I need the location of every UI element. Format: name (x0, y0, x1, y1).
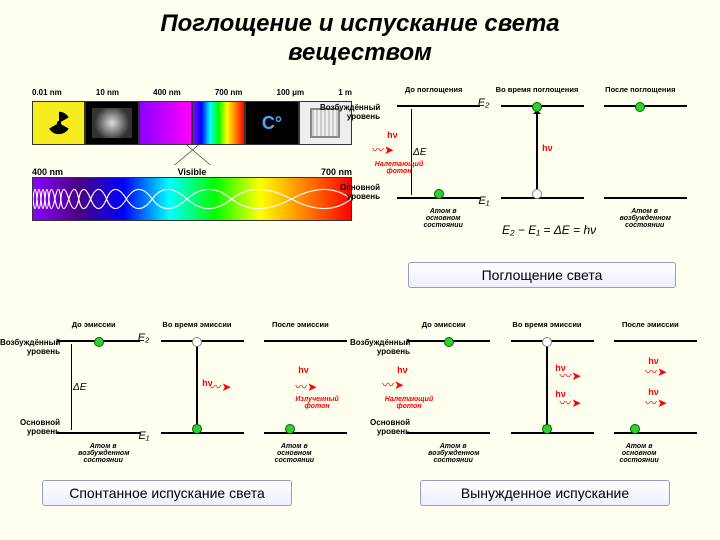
spon-hv2: hν (298, 365, 309, 375)
incoming-label: Налетающий фотон (374, 161, 424, 175)
xray-icon (85, 101, 138, 145)
stim-after: hν hν 〰➤ 〰➤ Атом в основном состоянии (599, 332, 702, 442)
stim-atom-top (542, 337, 552, 347)
vis-left: 400 nm (32, 167, 63, 177)
stim-atom-ex (444, 337, 454, 347)
title-line1: Поглощение и испускание света (0, 10, 720, 39)
stim-col-0: До эмиссии (392, 320, 495, 329)
page-title: Поглощение и испускание света веществом (0, 0, 720, 68)
absorption-box-text: Поглощение света (482, 267, 603, 283)
atom-ground (434, 189, 444, 199)
stim-incoming: Налетающий фотон (384, 396, 434, 410)
absorption-box: Поглощение света (408, 262, 676, 288)
vis-center: Visible (178, 167, 207, 177)
abs-col-2: После поглощения (589, 85, 692, 94)
spon-atom-bot (192, 424, 202, 434)
de: ΔE (413, 147, 426, 158)
stim-out1: 〰➤ (559, 367, 581, 384)
stim-hv-in: hν (397, 365, 408, 375)
spon-atom-ex (94, 337, 104, 347)
visible-band (32, 177, 352, 221)
ruler-0: 0.01 nm (32, 88, 62, 97)
ground-label: Основной уровень (320, 183, 380, 201)
spon-photon-out2: 〰➤ (295, 378, 317, 395)
stim-out3: 〰➤ (645, 363, 667, 380)
spontaneous-diagram: До эмиссии Во время эмиссии После эмисси… (42, 320, 352, 442)
stimulated-box: Вынужденное испускание (420, 480, 670, 506)
spon-g-note: Атом в основном состоянии (269, 443, 319, 464)
hv1: hν (387, 130, 398, 140)
spon-during: hν 〰➤ (145, 332, 248, 442)
spontaneous-box-text: Спонтанное испускание света (69, 485, 265, 501)
zoom-lines (32, 145, 352, 165)
atom-excited (635, 102, 645, 112)
abs-col-1: Во время поглощения (485, 85, 588, 94)
ruler-4: 100 μm (277, 88, 305, 97)
spon-before: E₂ E₁ ΔE Атом в возбужденном состоянии (42, 332, 145, 442)
abs-after: Атом в возбужденном состоянии (589, 97, 692, 207)
stim-during: hν hν 〰➤ 〰➤ (495, 332, 598, 442)
ground-note: Атом в основном состоянии (418, 208, 468, 229)
spectrum-panel: 0.01 nm 10 nm 400 nm 700 nm 100 μm 1 m C… (32, 88, 352, 221)
abs-col-0: До поглощения (382, 85, 485, 94)
stim-g-note: Атом в основном состоянии (614, 443, 664, 464)
atom-mid-top (532, 102, 542, 112)
spon-emitted: Излученный фотон (292, 396, 342, 410)
abs-during: hν (485, 97, 588, 207)
uv-icon (139, 101, 192, 145)
spon-photon-out: 〰➤ (209, 378, 231, 395)
stim-col-2: После эмиссии (599, 320, 702, 329)
spon-ex-note: Атом в возбужденном состоянии (78, 443, 128, 464)
vis-right: 700 nm (321, 167, 352, 177)
absorption-diagram: До поглощения Во время поглощения После … (382, 85, 692, 207)
spon-de: ΔE (73, 382, 86, 393)
stimulated-box-text: Вынужденное испускание (461, 485, 629, 501)
ruler-labels: 0.01 nm 10 nm 400 nm 700 nm 100 μm 1 m (32, 88, 352, 97)
ruler-1: 10 nm (96, 88, 119, 97)
stim-out4: 〰➤ (645, 394, 667, 411)
hv2: hν (542, 143, 553, 153)
stim-atom-bot (542, 424, 552, 434)
stimulated-diagram: До эмиссии Во время эмиссии После эмисси… (392, 320, 702, 442)
stim-atom-g (630, 424, 640, 434)
stim-col-labels: До эмиссии Во время эмиссии После эмисси… (392, 320, 702, 329)
stim-ex-note: Атом в возбужденном состоянии (428, 443, 478, 464)
visible-icon (192, 101, 245, 145)
spon-levels: E₂ E₁ ΔE Атом в возбужденном состоянии h… (42, 332, 352, 442)
stim-col-1: Во время эмиссии (495, 320, 598, 329)
abs-formula: E₂ − E₁ = ΔE = hν (502, 223, 596, 237)
excited-label: Возбуждённый уровень (320, 103, 380, 121)
stim-levels: 〰➤ hν Налетающий фотон Атом в возбужденн… (392, 332, 702, 442)
abs-before: E₂ E₁ ΔE 〰➤ hν Налетающий фотон Атом в о… (382, 97, 485, 207)
stim-in-photon: 〰➤ (382, 376, 404, 393)
spon-col-labels: До эмиссии Во время эмиссии После эмисси… (42, 320, 352, 329)
spon-col-2: После эмиссии (249, 320, 352, 329)
spon-col-0: До эмиссии (42, 320, 145, 329)
excited-note: Атом в возбужденном состоянии (620, 208, 670, 229)
spon-atom-g (285, 424, 295, 434)
wave-overlay (33, 178, 351, 220)
spontaneous-box: Спонтанное испускание света (42, 480, 292, 506)
ruler-5: 1 m (338, 88, 352, 97)
spon-after: hν 〰➤ Излученный фотон Атом в основном с… (249, 332, 352, 442)
spon-atom-top (192, 337, 202, 347)
atom-mid-bot (532, 189, 542, 199)
stim-out2: 〰➤ (559, 394, 581, 411)
abs-levels: E₂ E₁ ΔE 〰➤ hν Налетающий фотон Атом в о… (382, 97, 692, 207)
visible-labels: 400 nm Visible 700 nm (32, 167, 352, 177)
radiation-icon (32, 101, 85, 145)
spon-col-1: Во время эмиссии (145, 320, 248, 329)
abs-col-labels: До поглощения Во время поглощения После … (382, 85, 692, 94)
band-icons: C° (32, 101, 352, 145)
stim-before: 〰➤ hν Налетающий фотон Атом в возбужденн… (392, 332, 495, 442)
ruler-2: 400 nm (153, 88, 181, 97)
infrared-icon: C° (245, 101, 298, 145)
title-line2: веществом (0, 39, 720, 68)
ruler-3: 700 nm (215, 88, 243, 97)
incoming-photon-icon: 〰➤ (372, 141, 394, 158)
